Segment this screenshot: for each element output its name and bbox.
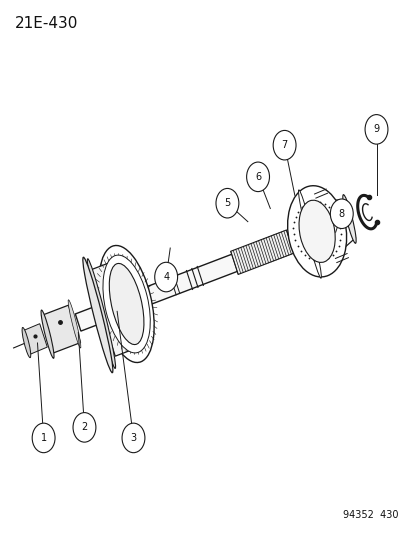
Ellipse shape — [298, 190, 320, 278]
Circle shape — [73, 413, 96, 442]
Text: 3: 3 — [130, 433, 136, 443]
Text: 6: 6 — [254, 172, 261, 182]
Text: 2: 2 — [81, 422, 88, 432]
Polygon shape — [75, 213, 346, 331]
Ellipse shape — [87, 259, 115, 368]
Text: 94352  430: 94352 430 — [343, 510, 398, 520]
Text: 21E-430: 21E-430 — [15, 16, 78, 31]
Text: 5: 5 — [224, 198, 230, 208]
Ellipse shape — [298, 200, 335, 262]
Ellipse shape — [68, 300, 81, 348]
Circle shape — [273, 131, 295, 160]
Circle shape — [364, 115, 387, 144]
Text: 9: 9 — [373, 124, 379, 134]
Circle shape — [122, 423, 145, 453]
Polygon shape — [298, 200, 355, 268]
Polygon shape — [23, 324, 47, 354]
Ellipse shape — [99, 246, 154, 362]
Text: 8: 8 — [338, 209, 344, 219]
Text: 4: 4 — [163, 272, 169, 282]
Circle shape — [154, 262, 177, 292]
Ellipse shape — [103, 255, 150, 353]
Ellipse shape — [109, 263, 144, 344]
Polygon shape — [230, 230, 293, 274]
Ellipse shape — [41, 310, 54, 358]
Polygon shape — [41, 305, 81, 353]
Ellipse shape — [342, 195, 355, 243]
Circle shape — [246, 162, 269, 191]
Ellipse shape — [287, 185, 346, 277]
Ellipse shape — [22, 327, 31, 358]
Circle shape — [32, 423, 55, 453]
Polygon shape — [88, 261, 140, 356]
Text: 1: 1 — [40, 433, 47, 443]
Ellipse shape — [83, 257, 113, 373]
Circle shape — [216, 189, 238, 218]
Text: 7: 7 — [281, 140, 287, 150]
Circle shape — [330, 199, 352, 229]
